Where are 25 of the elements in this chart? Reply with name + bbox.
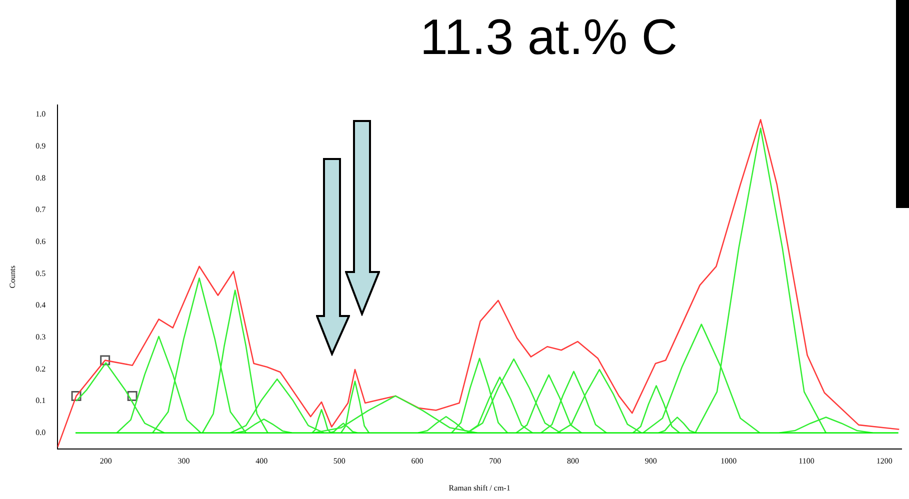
x-tick-label: 700 [489,456,502,466]
x-axis-title: Raman shift / cm-1 [448,483,510,492]
x-tick-label: 1100 [798,456,814,466]
x-tick-label: 500 [333,456,346,466]
y-tick-label: 0.6 [36,236,46,246]
y-tick-label: 0.7 [36,205,46,214]
y-axis-title: Counts [8,266,17,288]
x-tick-label: 200 [100,456,112,466]
chart-title: 11.3 at.% C [420,8,678,66]
y-tick-label: 0.1 [36,396,46,406]
y-tick-label: 0.0 [36,428,46,437]
y-tick-label: 0.5 [36,268,46,278]
x-tick-label: 1000 [720,456,737,466]
x-tick-label: 400 [256,456,268,466]
x-tick-label: 800 [566,456,579,466]
x-tick-label: 1200 [876,456,892,466]
y-tick-label: 0.4 [36,300,46,310]
y-tick-label: 0.8 [36,173,46,182]
y-tick-label: 0.2 [36,364,46,374]
y-tick-label: 0.3 [36,332,46,342]
y-tick-label: 0.9 [36,141,46,150]
y-tick-label: 1.0 [36,110,46,119]
x-tick-label: 900 [644,456,657,466]
x-tick-label: 600 [411,456,424,466]
x-tick-label: 300 [178,456,190,466]
